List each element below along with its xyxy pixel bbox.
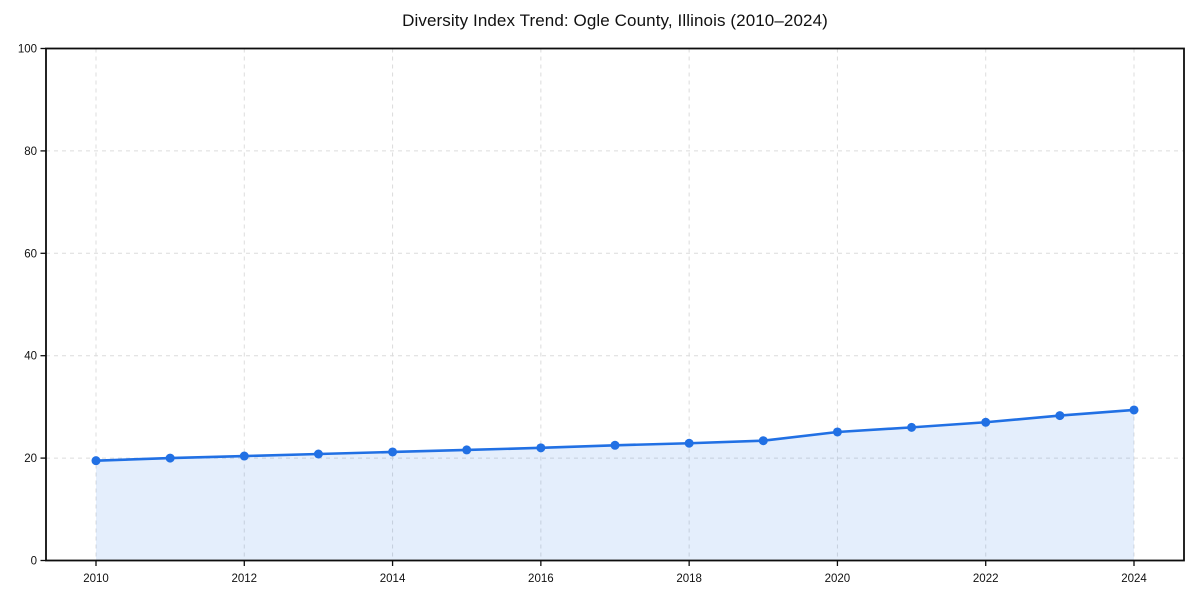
data-point — [1129, 405, 1139, 415]
x-tick-label: 2016 — [528, 573, 554, 585]
x-tick-label: 2018 — [676, 573, 702, 585]
data-point — [832, 427, 842, 437]
y-tick-label: 60 — [24, 248, 37, 260]
data-point — [388, 447, 398, 457]
y-tick-label: 0 — [31, 556, 37, 568]
data-point — [981, 417, 991, 427]
y-tick-label: 80 — [24, 146, 37, 158]
data-point — [91, 456, 101, 466]
data-point — [239, 451, 249, 461]
x-tick-label: 2020 — [825, 573, 851, 585]
data-point — [165, 453, 175, 463]
x-tick-label: 2010 — [83, 573, 109, 585]
plot-border — [45, 47, 1185, 562]
data-point — [610, 440, 620, 450]
data-point — [684, 438, 694, 448]
data-point — [536, 443, 546, 453]
x-tick-label: 2014 — [380, 573, 406, 585]
area-fill — [96, 409, 1134, 561]
y-tick-label: 40 — [24, 351, 37, 363]
chart-title: Diversity Index Trend: Ogle County, Illi… — [402, 11, 828, 30]
x-tick-label: 2024 — [1121, 573, 1147, 585]
data-point — [907, 422, 917, 432]
x-tick-label: 2012 — [231, 573, 257, 585]
data-point — [758, 436, 768, 446]
data-point — [313, 449, 323, 459]
x-tick-label: 2022 — [973, 573, 999, 585]
y-tick-label: 20 — [24, 453, 37, 465]
data-point — [462, 445, 472, 455]
y-tick-label: 100 — [18, 44, 37, 56]
data-point — [1055, 411, 1065, 421]
